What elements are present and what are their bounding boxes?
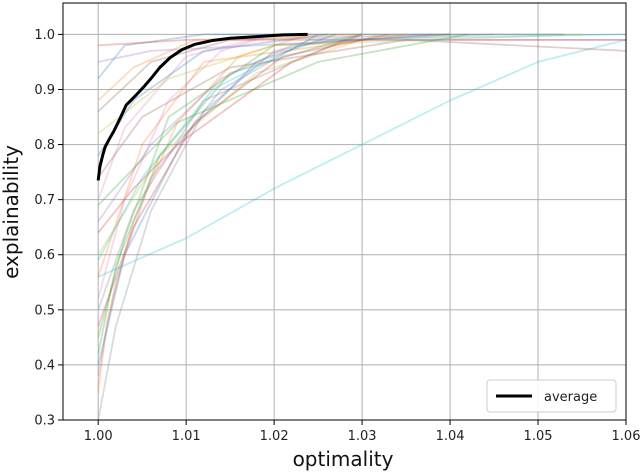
x-axis-label: optimality <box>293 447 394 471</box>
series-line <box>97 33 583 135</box>
x-tick-label: 1.03 <box>348 429 377 444</box>
legend-average-label: average <box>544 390 597 405</box>
series-line <box>97 33 363 234</box>
y-axis-label: explainability <box>0 145 23 279</box>
x-tick-label: 1.05 <box>524 429 553 444</box>
y-tick-label: 0.7 <box>34 193 55 208</box>
x-tick-label: 1.02 <box>260 429 289 444</box>
series-line <box>97 33 468 206</box>
series-line <box>97 33 319 377</box>
series-line <box>97 33 433 223</box>
average-line <box>96 32 308 181</box>
series-line <box>97 33 363 421</box>
series-line <box>97 39 627 179</box>
series-line <box>97 33 451 113</box>
series-line <box>98 39 626 47</box>
y-tick-label: 1.0 <box>34 28 55 43</box>
series-line <box>97 33 336 366</box>
legend-box <box>486 379 617 413</box>
y-tick-label: 0.9 <box>34 83 55 98</box>
y-tick-label: 0.3 <box>34 414 55 429</box>
x-tick-label: 1.06 <box>612 429 640 444</box>
series-line <box>97 33 389 327</box>
y-axis-ticks: 0.3 0.4 0.5 0.6 0.7 0.8 0.9 1.0 <box>34 28 63 429</box>
average-line-group <box>96 32 308 181</box>
series-line <box>97 39 627 278</box>
series-line <box>97 33 275 300</box>
series-line <box>97 33 363 355</box>
y-tick-label: 0.8 <box>34 138 55 153</box>
x-axis-ticks: 1.00 1.01 1.02 1.03 1.04 1.05 1.06 <box>84 420 640 444</box>
series-line <box>98 39 626 63</box>
series-line <box>97 33 363 102</box>
y-tick-label: 0.5 <box>34 303 55 318</box>
y-tick-label: 0.6 <box>34 248 55 263</box>
series-line <box>97 33 275 201</box>
series-line <box>97 33 380 256</box>
grid <box>63 3 627 421</box>
x-tick-label: 1.00 <box>84 429 113 444</box>
series-line <box>97 33 627 261</box>
legend: average <box>486 379 617 413</box>
series-line <box>97 33 310 393</box>
y-tick-label: 0.4 <box>34 358 55 373</box>
x-tick-label: 1.04 <box>436 429 465 444</box>
x-tick-label: 1.01 <box>172 429 201 444</box>
series-line <box>97 33 565 80</box>
series-line <box>97 33 407 278</box>
series-lines <box>97 33 627 421</box>
plot-area-frame <box>62 2 627 421</box>
series-line <box>97 33 451 338</box>
series-line <box>97 33 495 311</box>
